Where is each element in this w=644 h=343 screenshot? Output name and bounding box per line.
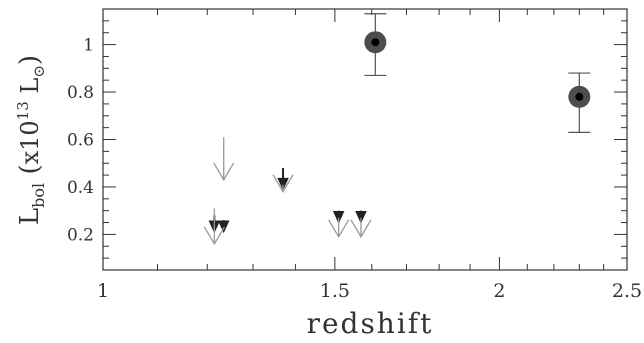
y-axis-label-part: L — [16, 78, 44, 102]
upper-limit-arrow — [213, 137, 235, 182]
upper-limit-arrow — [277, 167, 289, 191]
upper-limit-head — [217, 220, 230, 234]
y-axis-label: Lbol (x1013 L⊙) — [14, 55, 48, 225]
y-axis-label-part: ( — [15, 164, 45, 182]
x-tick-label: 2.5 — [612, 280, 642, 302]
detection-point — [568, 72, 591, 133]
upper-limit-arrow — [350, 217, 372, 239]
upper-limit-arrow — [272, 174, 294, 193]
y-axis-label-part: ) — [15, 55, 45, 65]
y-axis-label-part: x10 — [16, 120, 44, 164]
upper-limit-head — [328, 219, 350, 239]
point-center — [575, 92, 584, 101]
y-tick-label: 0.2 — [67, 225, 94, 245]
upper-limit-arrow — [332, 210, 345, 224]
point-center — [371, 38, 380, 47]
upper-limit-head — [203, 226, 225, 246]
x-tick-label: 1 — [97, 280, 109, 302]
y-axis-label-part: bol — [29, 183, 48, 208]
upper-limit-head — [272, 174, 294, 193]
y-axis-label-part: 13 — [14, 101, 32, 120]
y-axis-label-part: L — [15, 208, 45, 225]
upper-limit-head — [350, 219, 372, 239]
upper-limit-arrow — [355, 210, 367, 224]
y-axis-label-part: ⊙ — [30, 65, 48, 78]
upper-limit-head — [213, 162, 235, 182]
upper-limit-arrow — [328, 217, 350, 239]
y-tick-label: 0.4 — [67, 178, 94, 198]
x-tick-label: 1.5 — [320, 280, 350, 302]
x-tick-label: 2 — [493, 280, 505, 302]
detection-point — [364, 13, 387, 77]
upper-limit-head — [332, 211, 345, 224]
upper-limit-arrow — [203, 208, 225, 246]
y-tick-label: 0.8 — [67, 83, 94, 103]
upper-limit-head — [277, 177, 289, 191]
upper-limit-arrow — [217, 220, 230, 234]
x-axis-label: redshift — [307, 307, 434, 340]
upper-limit-head — [355, 211, 367, 224]
y-tick-label: 1 — [83, 36, 94, 56]
y-tick-label: 0.6 — [67, 131, 94, 151]
